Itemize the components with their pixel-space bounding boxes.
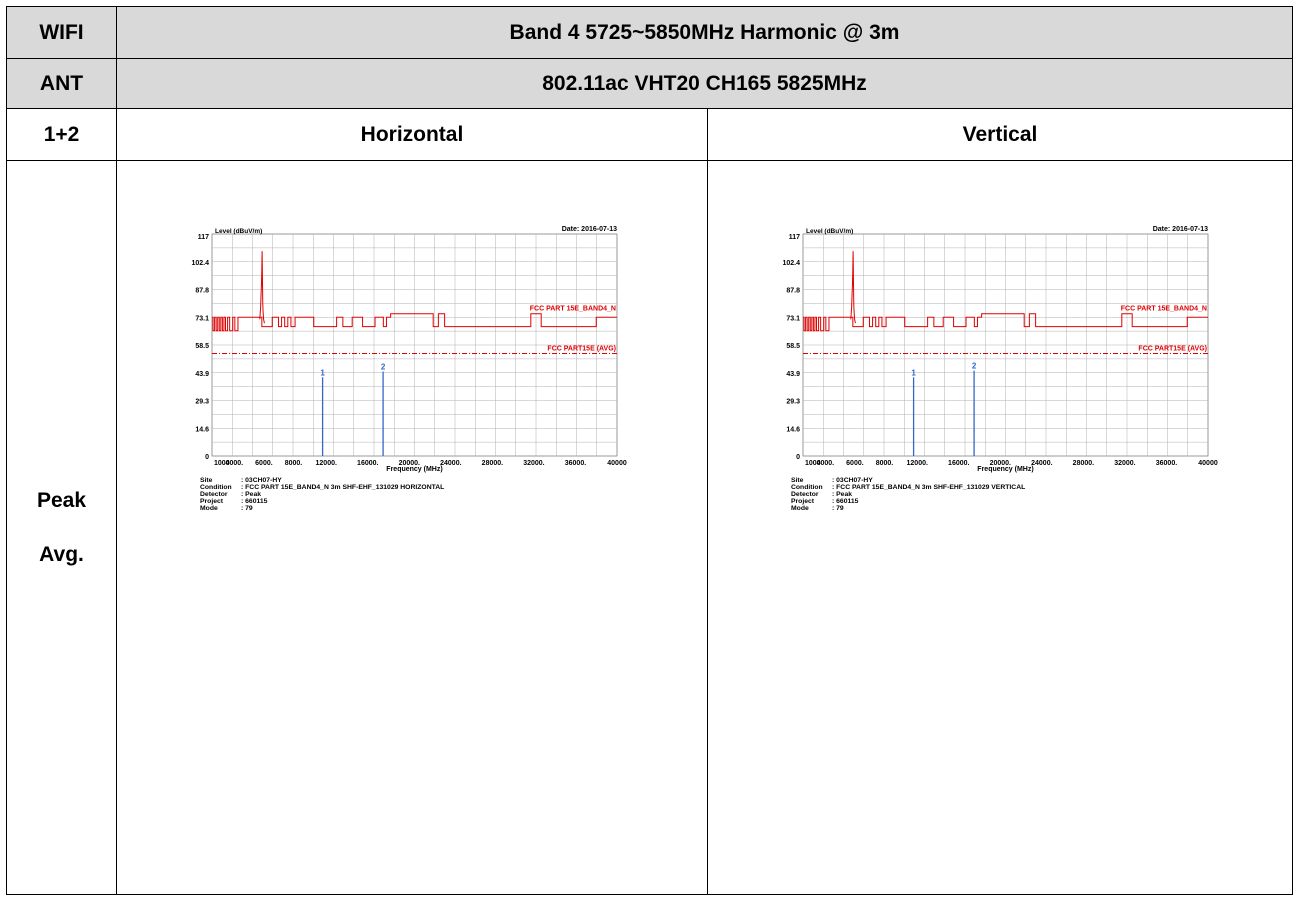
info-value: : 79 [832, 505, 844, 512]
peak-label: Peak [36, 488, 87, 512]
x-tick-label: 12000. [907, 460, 928, 467]
y-tick-label: 102.4 [782, 260, 800, 267]
x-tick-label: 32000. [523, 460, 544, 467]
info-value: : 79 [241, 505, 253, 512]
x-axis-label: Frequency (MHz) [386, 466, 442, 473]
x-tick-label: 32000. [1114, 460, 1135, 467]
detector-label-cell: Peak Avg. [6, 160, 117, 895]
x-tick-label: 6000. [255, 460, 273, 467]
vertical-header: Vertical [707, 108, 1293, 161]
series-line-trace [850, 251, 856, 324]
y-tick-label: 73.1 [786, 315, 800, 322]
y-tick-label: 87.8 [786, 288, 800, 295]
legend-limit-avg: FCC PART15E (AVG) [547, 346, 616, 353]
x-axis-label: Frequency (MHz) [977, 466, 1033, 473]
info-value: : 660115 [832, 498, 859, 505]
horizontal-plot-cell: 0 14.6 29.3 43.9 58.5 73.1 87.8 102.4 117 1000 400… [116, 160, 708, 895]
y-tick-label: 29.3 [786, 399, 800, 406]
series-line-limit-solid [212, 313, 617, 332]
info-key: Condition [791, 484, 823, 491]
marker-label: 2 [972, 362, 977, 371]
info-value: : FCC PART 15E_BAND4_N 3m SHF-EHF_131029… [241, 484, 444, 491]
horizontal-header: Horizontal [116, 108, 708, 161]
y-tick-label: 117 [198, 234, 209, 241]
mode-title: 802.11ac VHT20 CH165 5825MHz [116, 58, 1293, 109]
marker-label: 1 [320, 368, 325, 377]
info-value: : 03CH07-HY [832, 477, 873, 484]
x-tick-label: 16000. [948, 460, 969, 467]
y-tick-label: 14.6 [195, 426, 209, 433]
x-tick-label: 24000. [1031, 460, 1052, 467]
info-key: Project [200, 498, 224, 505]
info-value: : Peak [832, 491, 852, 498]
y-tick-label: 14.6 [786, 426, 800, 433]
y-tick-label: 43.9 [786, 371, 800, 378]
marker-label: 1 [911, 368, 916, 377]
x-tick-label: 12000. [316, 460, 337, 467]
x-tick-label: 20000. [399, 460, 420, 467]
avg-label: Avg. [39, 542, 84, 566]
x-tick-label: 28000. [1073, 460, 1094, 467]
band-title: Band 4 5725~5850MHz Harmonic @ 3m [116, 6, 1293, 59]
info-value: : FCC PART 15E_BAND4_N 3m SHF-EHF_131029… [832, 484, 1025, 491]
horizontal-chart: 014.629.343.958.573.187.8102.41171000400… [191, 226, 627, 512]
row-wifi: WIFI Band 4 5725~5850MHz Harmonic @ 3m [6, 6, 1293, 59]
info-key: Detector [791, 491, 819, 498]
report-table: WIFI Band 4 5725~5850MHz Harmonic @ 3m A… [6, 6, 1293, 895]
info-key: Detector [200, 491, 228, 498]
antenna-combo-label: 1+2 [6, 108, 117, 161]
vertical-chart: 014.629.343.958.573.187.8102.41171000400… [782, 226, 1218, 512]
y-tick-label: 29.3 [195, 399, 209, 406]
row-plots: Peak Avg. 0 14.6 29.3 43.9 58.5 73.1 87.8 102.4… [6, 160, 1293, 895]
info-key: Mode [200, 505, 218, 512]
x-tick-label: 36000. [1156, 460, 1177, 467]
x-tick-label: 40000 [1198, 460, 1218, 467]
info-key: Project [791, 498, 815, 505]
y-tick-label: 58.5 [786, 343, 800, 350]
x-tick-label: 20000. [990, 460, 1011, 467]
legend-limit-solid: FCC PART 15E_BAND4_N [1121, 306, 1207, 313]
info-key: Mode [791, 505, 809, 512]
x-tick-label: 8000. [876, 460, 894, 467]
y-tick-label: 73.1 [195, 315, 209, 322]
info-key: Condition [200, 484, 232, 491]
info-value: : 660115 [241, 498, 268, 505]
wifi-label: WIFI [6, 6, 117, 59]
x-tick-label: 6000. [846, 460, 864, 467]
y-tick-label: 87.8 [195, 288, 209, 295]
legend-limit-solid: FCC PART 15E_BAND4_N [530, 306, 616, 313]
row-polarization: 1+2 Horizontal Vertical [6, 108, 1293, 161]
x-tick-label: 16000. [357, 460, 378, 467]
x-tick-label: 36000. [565, 460, 586, 467]
y-tick-label: 102.4 [191, 260, 209, 267]
x-tick-label: 1000 [214, 460, 230, 467]
legend-limit-avg: FCC PART15E (AVG) [1138, 346, 1207, 353]
info-value: : 03CH07-HY [241, 477, 282, 484]
x-tick-label: 4000. [226, 460, 244, 467]
y-tick-label: 0 [796, 454, 800, 461]
chart-date: Date: 2016-07-13 [1153, 226, 1208, 233]
series-line-limit-solid [803, 313, 1208, 332]
x-tick-label: 4000. [817, 460, 835, 467]
x-tick-label: 24000. [440, 460, 461, 467]
ant-label: ANT [6, 58, 117, 109]
vertical-plot-cell: 0 14.6 29.3 43.9 58.5 73.1 87.8 102.4 117 1000 400… [707, 160, 1293, 895]
info-key: Site [791, 477, 804, 484]
y-tick-label: 0 [205, 454, 209, 461]
y-axis-label: Level (dBuV/m) [806, 228, 853, 235]
series-line-trace [259, 251, 265, 324]
x-tick-label: 1000 [805, 460, 821, 467]
x-tick-label: 8000. [285, 460, 303, 467]
chart-date: Date: 2016-07-13 [562, 226, 617, 233]
y-tick-label: 43.9 [195, 371, 209, 378]
x-tick-label: 28000. [482, 460, 503, 467]
x-tick-label: 40000 [607, 460, 627, 467]
y-tick-label: 58.5 [195, 343, 209, 350]
marker-label: 2 [381, 363, 386, 372]
y-tick-label: 117 [789, 234, 800, 241]
y-axis-label: Level (dBuV/m) [215, 228, 262, 235]
info-key: Site [200, 477, 213, 484]
info-value: : Peak [241, 491, 261, 498]
row-ant: ANT 802.11ac VHT20 CH165 5825MHz [6, 58, 1293, 109]
